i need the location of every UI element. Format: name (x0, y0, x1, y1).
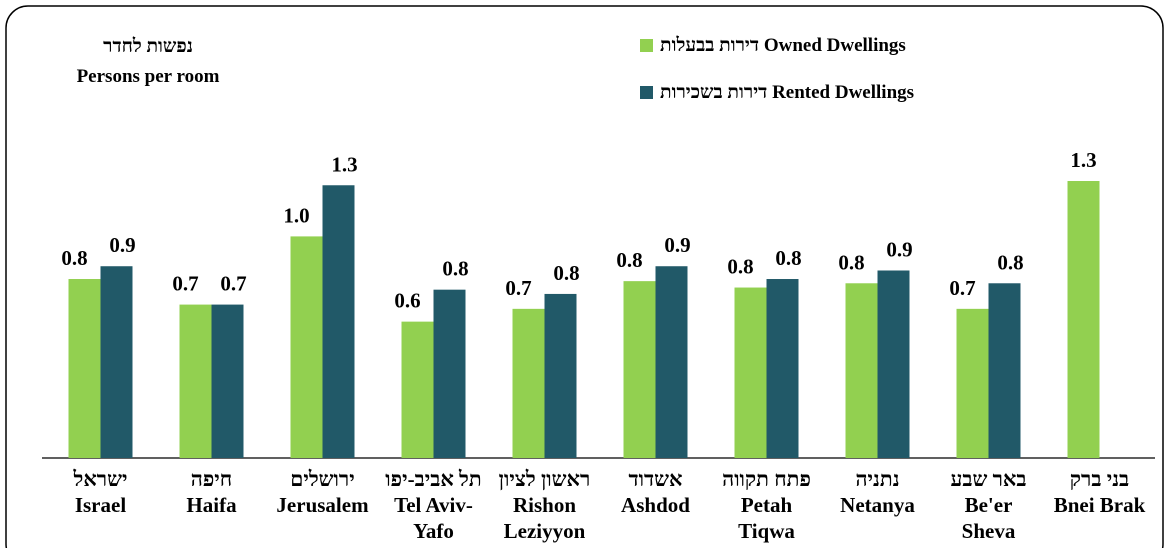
data-label: 0.7 (172, 272, 198, 296)
legend-swatch (640, 86, 653, 99)
bar (401, 321, 434, 458)
data-label: 0.8 (997, 250, 1023, 274)
bar (290, 236, 323, 458)
data-label: 1.0 (283, 203, 309, 227)
bar (322, 185, 355, 458)
data-label: 0.9 (109, 233, 135, 257)
data-label: 0.7 (220, 272, 246, 296)
data-label: 0.7 (949, 276, 975, 300)
x-tick-label: חיפה (191, 467, 232, 491)
bar (766, 279, 799, 458)
bar (100, 266, 133, 458)
legend-swatch (640, 39, 653, 52)
x-tick-label: Yafo (413, 519, 454, 543)
data-label: 0.8 (553, 261, 579, 285)
x-tick-label: Petah (741, 493, 793, 517)
bar (734, 287, 767, 458)
x-tick-label: Bnei Brak (1054, 493, 1146, 517)
data-label: 0.8 (775, 246, 801, 270)
data-label: 1.3 (1070, 148, 1096, 172)
data-label: 0.8 (442, 257, 468, 281)
x-tick-label: ירושלים (290, 467, 355, 491)
x-tick-label: Tiqwa (738, 519, 795, 543)
data-label: 0.6 (394, 289, 420, 313)
data-label: 0.7 (505, 276, 531, 300)
x-tick-label: Sheva (962, 519, 1016, 543)
x-tick-label: Ashdod (621, 493, 690, 517)
x-tick-label: ישראל (73, 467, 128, 491)
x-tick-label: ראשון לציון (499, 467, 591, 491)
x-tick-label: באר שבע (950, 467, 1026, 491)
x-tick-label: Leziyyon (504, 519, 586, 543)
data-label: 0.9 (664, 233, 690, 257)
chart-title: Persons per room (77, 66, 220, 87)
bar (512, 308, 545, 458)
x-tick-label: Haifa (186, 493, 237, 517)
x-tick-label: תל אביב-יפו (385, 467, 481, 491)
x-tick-label: נתניה (855, 467, 899, 491)
bar (956, 308, 989, 458)
bar (845, 283, 878, 458)
data-label: 1.3 (331, 152, 357, 176)
bar (433, 289, 466, 458)
data-label: 0.8 (616, 248, 642, 272)
bar (179, 304, 212, 458)
bar (877, 270, 910, 458)
frame (5, 5, 1164, 548)
bar (544, 293, 577, 458)
x-tick-label: פתח תקווה (722, 467, 811, 491)
x-tick-label: Tel Aviv- (394, 493, 473, 517)
bar (1067, 181, 1100, 458)
legend-label: דירות בבעלות Owned Dwellings (660, 35, 906, 56)
legend-label: דירות בשכירות Rented Dwellings (660, 82, 914, 103)
x-tick-label: Jerusalem (276, 493, 369, 517)
bar (211, 304, 244, 458)
x-tick-label: בני ברק (1070, 467, 1129, 491)
data-label: 0.9 (886, 237, 912, 261)
data-label: 0.8 (61, 246, 87, 270)
x-tick-label: Israel (75, 493, 126, 517)
data-label: 0.8 (838, 250, 864, 274)
x-tick-label: Be'er (965, 493, 1013, 517)
data-label: 0.8 (727, 255, 753, 279)
bar (623, 281, 656, 458)
x-tick-label: Netanya (840, 493, 915, 517)
x-tick-label: אשדוד (629, 467, 683, 491)
bar (655, 266, 688, 458)
chart-title: נפשות לחדר (103, 36, 193, 57)
bar (68, 279, 101, 458)
x-tick-label: Rishon (513, 493, 576, 517)
bar (988, 283, 1021, 458)
